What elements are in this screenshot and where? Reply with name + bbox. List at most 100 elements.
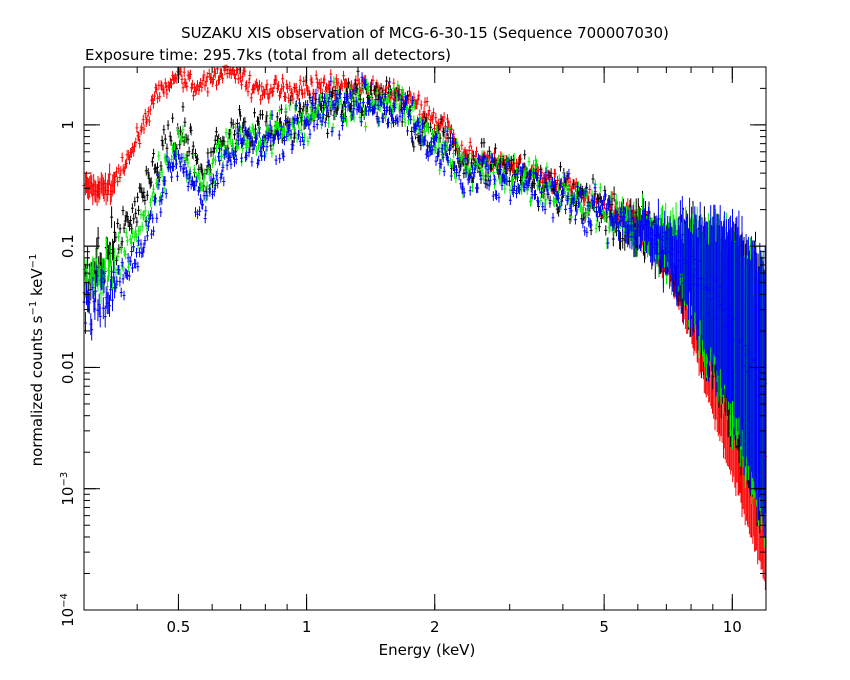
data-point (508, 195, 512, 206)
data-point (391, 90, 395, 101)
data-point (222, 136, 226, 147)
data-point (143, 108, 147, 119)
data-point (175, 74, 179, 84)
data-point (130, 228, 134, 239)
data-point (285, 131, 289, 142)
data-point (680, 195, 684, 274)
data-point (460, 140, 464, 151)
data-point (145, 231, 149, 241)
data-point (235, 128, 239, 139)
data-point (257, 116, 261, 127)
data-point (423, 112, 427, 123)
data-point (229, 159, 233, 170)
data-point (580, 192, 584, 203)
data-point (524, 166, 528, 176)
data-point (439, 159, 443, 169)
data-point (267, 131, 271, 142)
x-axis-label: Energy (keV) (378, 641, 476, 659)
data-point (592, 196, 596, 207)
data-point (237, 122, 241, 132)
data-point (564, 204, 568, 215)
y-axis-label-unit: keV (28, 268, 46, 301)
data-point (215, 80, 218, 91)
data-point (224, 127, 228, 138)
data-point (400, 117, 404, 127)
data-point (217, 74, 221, 85)
data-point (573, 214, 577, 225)
data-point (413, 100, 417, 111)
data-point (392, 83, 396, 94)
data-point (261, 109, 264, 120)
data-point (398, 111, 402, 122)
data-point (87, 291, 91, 314)
data-point (623, 206, 627, 228)
data-point (230, 138, 234, 149)
data-point (316, 110, 320, 120)
data-point (216, 178, 220, 189)
data-point (249, 93, 253, 103)
data-point (152, 226, 156, 236)
data-point (270, 110, 274, 120)
data-point (128, 154, 131, 165)
data-point (137, 132, 141, 142)
data-point (199, 194, 203, 204)
data-point (563, 172, 567, 183)
axes-layer: 0.5 1 2 5 10 1 0.1 0.01 10−3 10−4 (59, 66, 767, 636)
data-point (471, 164, 475, 175)
data-point (459, 178, 463, 189)
data-point (551, 212, 555, 223)
data-point (201, 200, 205, 210)
data-point (135, 123, 139, 133)
data-point (446, 142, 449, 152)
data-point (173, 142, 176, 152)
data-point (129, 215, 133, 226)
data-point (434, 113, 438, 123)
data-point (386, 93, 390, 104)
data-point (260, 81, 264, 92)
data-point (205, 181, 209, 191)
data-point (515, 188, 518, 199)
data-point (119, 166, 123, 176)
data-point (185, 170, 189, 180)
data-point (491, 153, 495, 163)
data-point (374, 81, 378, 92)
data-point (313, 103, 317, 114)
data-point (151, 213, 155, 224)
data-point (503, 184, 507, 194)
data-point (615, 211, 619, 228)
data-point (388, 85, 392, 96)
y-tick-exponent: −4 (59, 593, 70, 608)
data-point (133, 231, 137, 242)
data-point (432, 107, 436, 118)
data-point (289, 129, 293, 139)
data-point (297, 118, 301, 129)
data-point (274, 75, 278, 85)
data-point (220, 169, 224, 180)
data-point (528, 170, 532, 181)
data-point (543, 204, 547, 215)
data-point (370, 79, 374, 89)
data-point (159, 207, 163, 217)
data-point (233, 157, 236, 167)
data-point (125, 236, 129, 246)
data-point (211, 74, 215, 85)
data-point (116, 218, 120, 229)
data-point (231, 119, 235, 129)
data-point (344, 102, 348, 112)
data-point (282, 151, 286, 161)
data-point (243, 67, 247, 77)
data-point (139, 239, 143, 249)
data-point (452, 148, 456, 159)
data-point (157, 179, 161, 190)
data-point (453, 162, 456, 173)
data-point (188, 168, 192, 179)
data-point (144, 216, 148, 227)
data-point (419, 100, 423, 110)
data-point (521, 163, 525, 173)
data-point (94, 280, 98, 303)
data-point (196, 209, 200, 220)
data-point (551, 176, 554, 187)
data-point (253, 107, 256, 118)
data-point (433, 123, 436, 134)
data-point (549, 168, 553, 178)
